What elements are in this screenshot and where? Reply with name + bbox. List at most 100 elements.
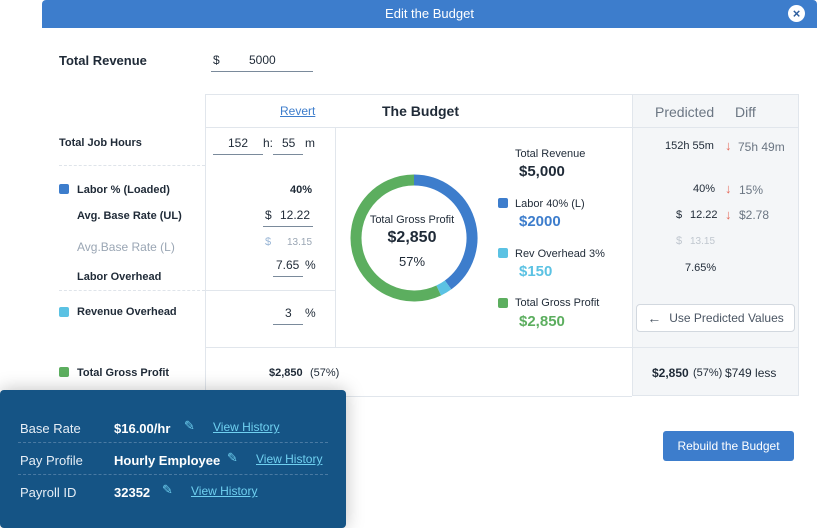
donut-center-value: $2,850: [387, 229, 437, 246]
minutes-input[interactable]: 55: [273, 135, 303, 155]
diff-header: Diff: [735, 104, 756, 120]
job-hours-label: Total Job Hours: [59, 137, 142, 149]
total-revenue-value: 5000: [249, 53, 276, 67]
pencil-icon[interactable]: ✎: [184, 418, 195, 433]
gross-profit-predicted: $2,850: [652, 366, 689, 380]
modal-header: Edit the Budget ×: [42, 0, 817, 28]
hours-input[interactable]: 152: [213, 135, 263, 155]
budget-col-divider: [335, 127, 336, 347]
minutes-value: 55: [282, 136, 296, 150]
currency-symbol: $: [213, 53, 220, 67]
gross-profit-pct: (57%): [310, 367, 340, 379]
gross-profit-predicted-pct: (57%): [693, 367, 723, 379]
gross-profit-donut-chart: [350, 174, 478, 302]
row-divider: [18, 474, 328, 475]
table-header-border: [205, 127, 632, 128]
donut-center-label: Total Gross Profit: [369, 214, 455, 226]
currency-symbol: $: [676, 235, 683, 247]
profit-legend-icon: [498, 298, 508, 308]
use-predicted-values-label: Use Predicted Values: [669, 311, 784, 325]
revenue-overhead-label: Revenue Overhead: [77, 306, 177, 318]
row-divider: [59, 165, 205, 166]
rebuild-budget-button[interactable]: Rebuild the Budget: [663, 431, 794, 461]
donut-center-pct: 57%: [398, 254, 426, 269]
revert-link[interactable]: Revert: [280, 104, 316, 118]
employee-info-panel: Base Rate $16.00/hr ✎ View History Pay P…: [0, 390, 346, 528]
percent-unit: %: [305, 258, 316, 272]
donut-segment-profit: [350, 174, 442, 302]
pencil-icon[interactable]: ✎: [162, 482, 173, 497]
row-divider: [59, 290, 205, 291]
predicted-panel: [632, 94, 799, 396]
revenue-overhead-input[interactable]: 3: [273, 305, 303, 325]
predicted-header-border: [632, 127, 799, 128]
legend-labor-label: Labor 40% (L): [515, 198, 585, 210]
total-revenue-label: Total Revenue: [59, 53, 147, 68]
avg-base-ul-diff: $2.78: [739, 208, 770, 222]
labor-legend-icon: [498, 198, 508, 208]
arrow-left-icon: ←: [647, 310, 662, 326]
currency-symbol: $: [265, 208, 272, 222]
avg-base-ul-predicted: 12.22: [690, 209, 718, 221]
payroll-id-label: Payroll ID: [20, 485, 77, 500]
pay-profile-view-history-link[interactable]: View History: [256, 452, 323, 466]
gross-profit-diff: $749 less: [725, 366, 777, 380]
avg-base-l-label: Avg.Base Rate (L): [77, 240, 175, 254]
labor-pct-label: Labor % (Loaded): [77, 184, 170, 196]
hours-value: 152: [228, 136, 249, 150]
gross-profit-label: Total Gross Profit: [77, 367, 170, 379]
table-left-border: [205, 94, 206, 396]
pay-profile-value: Hourly Employee: [114, 453, 221, 468]
donut-segment-labor: [413, 174, 478, 290]
legend-labor-value: $2000: [519, 213, 561, 230]
labor-pct-value: 40%: [290, 184, 313, 196]
gross-profit-value: $2,850: [269, 367, 303, 379]
avg-base-ul-input[interactable]: $ 12.22: [263, 207, 313, 227]
close-icon[interactable]: ×: [788, 5, 805, 22]
predicted-footer-border: [632, 347, 799, 348]
job-hours-predicted: 152h 55m: [665, 140, 714, 152]
base-rate-value: $16.00/hr: [114, 421, 171, 436]
labor-overhead-predicted: 7.65%: [685, 262, 717, 274]
revenue-overhead-legend-icon: [59, 307, 69, 317]
budget-title: The Budget: [382, 103, 459, 119]
avg-base-l-value: 13.15: [287, 237, 313, 248]
avg-base-l-predicted: 13.15: [690, 236, 716, 247]
payroll-id-view-history-link[interactable]: View History: [191, 484, 258, 498]
predicted-header: Predicted: [655, 104, 715, 120]
legend-total-revenue-label: Total Revenue: [515, 148, 586, 160]
profit-legend-icon: [59, 367, 69, 377]
avg-base-ul-label: Avg. Base Rate (UL): [77, 210, 182, 222]
legend-total-revenue-value: $5,000: [519, 163, 565, 180]
arrow-down-icon: ↓: [725, 207, 732, 222]
currency-symbol: $: [676, 209, 683, 221]
arrow-down-icon: ↓: [725, 181, 732, 196]
minutes-unit: m: [305, 136, 315, 150]
arrow-down-icon: ↓: [725, 138, 732, 153]
donut-segment-overhead: [436, 280, 452, 296]
legend-overhead-label: Rev Overhead 3%: [515, 248, 605, 260]
use-predicted-values-button[interactable]: ← Use Predicted Values: [636, 304, 795, 332]
overhead-legend-icon: [498, 248, 508, 258]
currency-symbol: $: [265, 236, 272, 248]
base-rate-label: Base Rate: [20, 421, 81, 436]
table-footer-border: [205, 347, 632, 348]
legend-profit-label: Total Gross Profit: [515, 297, 600, 309]
table-bottom-border: [205, 396, 632, 397]
total-revenue-input[interactable]: $ 5000: [211, 52, 313, 72]
hours-unit: h:: [263, 136, 274, 150]
payroll-id-value: 32352: [114, 485, 151, 500]
labor-overhead-input[interactable]: 7.65: [273, 257, 303, 277]
legend-profit-value: $2,850: [519, 313, 565, 330]
modal-title: Edit the Budget: [385, 6, 474, 21]
labor-pct-predicted: 40%: [693, 183, 716, 195]
labor-overhead-label: Labor Overhead: [77, 271, 162, 283]
base-rate-view-history-link[interactable]: View History: [213, 420, 280, 434]
percent-unit: %: [305, 306, 316, 320]
pay-profile-label: Pay Profile: [20, 453, 83, 468]
labor-overhead-value: 7.65: [276, 258, 300, 272]
job-hours-diff: 75h 49m: [738, 140, 785, 154]
avg-base-ul-value: 12.22: [280, 208, 311, 222]
row-divider: [18, 442, 328, 443]
pencil-icon[interactable]: ✎: [227, 450, 238, 465]
